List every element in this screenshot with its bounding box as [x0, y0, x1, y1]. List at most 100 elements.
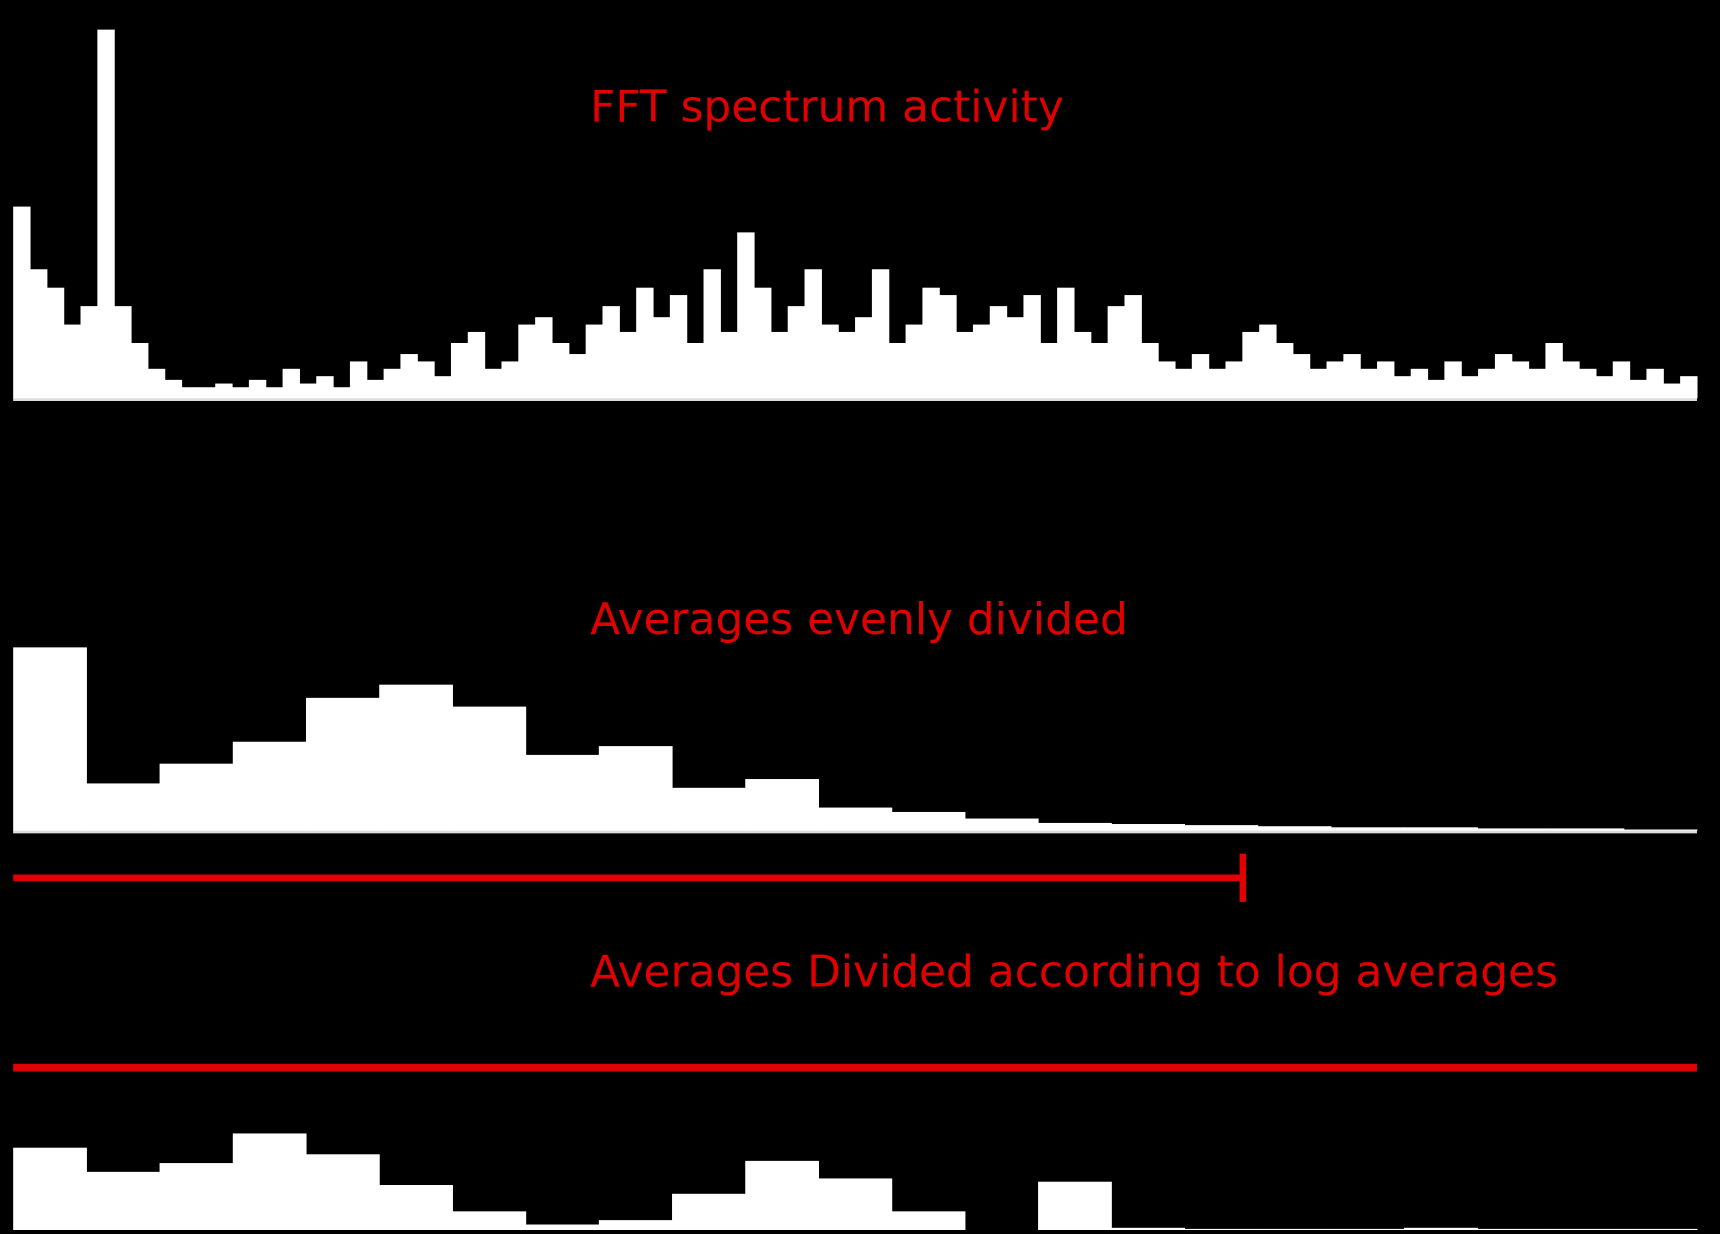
- bar: [1038, 1181, 1112, 1230]
- bar: [956, 331, 974, 399]
- bar: [905, 324, 923, 399]
- bar: [299, 383, 317, 399]
- bar: [1528, 368, 1546, 399]
- bar: [1184, 825, 1259, 831]
- bar: [1040, 342, 1058, 399]
- bar: [585, 324, 604, 399]
- bar: [97, 29, 115, 399]
- bar: [1477, 1228, 1552, 1230]
- bar: [1579, 368, 1597, 399]
- bar: [159, 1163, 234, 1230]
- bar: [1343, 354, 1361, 399]
- bar: [1545, 342, 1563, 399]
- bar: [1612, 361, 1631, 399]
- chart-title: FFT spectrum activity: [590, 82, 1064, 133]
- bar: [939, 295, 957, 399]
- bar: [1023, 295, 1041, 399]
- bar: [452, 706, 527, 831]
- bar: [1461, 376, 1479, 399]
- bar: [745, 1160, 820, 1230]
- bar: [215, 383, 233, 399]
- bar: [1623, 1228, 1698, 1230]
- bar: [821, 324, 839, 399]
- bar: [147, 368, 166, 399]
- bar: [1550, 828, 1625, 831]
- bar: [1663, 383, 1681, 399]
- bar: [333, 387, 351, 399]
- bar: [1511, 361, 1530, 399]
- bar: [1427, 379, 1445, 399]
- bar: [787, 306, 806, 399]
- bar: [86, 1171, 161, 1230]
- bar: [114, 306, 132, 399]
- bar: [525, 1224, 600, 1230]
- bar: [1377, 361, 1395, 399]
- bar: [1124, 295, 1142, 399]
- bar: [720, 331, 738, 399]
- bar: [1646, 368, 1664, 399]
- bar: [1242, 331, 1260, 399]
- bar: [13, 1147, 87, 1230]
- bar: [891, 1211, 966, 1230]
- bar: [1595, 376, 1614, 399]
- bar: [602, 306, 620, 399]
- bar: [922, 287, 940, 399]
- bar: [1141, 342, 1159, 399]
- bar: [159, 763, 234, 831]
- bar: [636, 287, 654, 399]
- bar: [1444, 361, 1462, 399]
- bar: [703, 269, 721, 399]
- bar: [400, 354, 418, 399]
- bar: [501, 361, 519, 399]
- bar: [1680, 376, 1698, 399]
- bar: [1111, 824, 1186, 831]
- bar: [417, 361, 435, 399]
- bar: [964, 818, 1039, 831]
- bar: [1191, 354, 1210, 399]
- bar: [598, 1220, 673, 1230]
- bar: [86, 783, 161, 831]
- bar: [1478, 368, 1496, 399]
- bar: [1326, 361, 1344, 399]
- bar: [1158, 361, 1176, 399]
- bar: [379, 684, 453, 831]
- bar: [63, 324, 82, 399]
- bar: [181, 387, 199, 399]
- bar: [1073, 331, 1092, 399]
- bar: [1184, 1228, 1259, 1230]
- bar: [1404, 1227, 1478, 1230]
- bar: [770, 331, 789, 399]
- bar: [619, 331, 637, 399]
- bar: [383, 368, 401, 399]
- chart-title: Averages evenly divided: [590, 594, 1128, 645]
- bar: [989, 306, 1008, 399]
- bar: [305, 697, 380, 831]
- bar: [248, 379, 267, 399]
- bar: [804, 269, 822, 399]
- bar: [80, 306, 98, 399]
- bar: [669, 295, 688, 399]
- bar: [871, 269, 890, 399]
- bar: [198, 387, 216, 399]
- bar: [1090, 342, 1109, 399]
- bar: [737, 232, 755, 399]
- bar: [349, 361, 368, 399]
- bar: [1393, 376, 1412, 399]
- bar: [1276, 342, 1294, 399]
- bar: [745, 779, 820, 831]
- bar: [818, 1178, 893, 1230]
- bar: [1404, 827, 1478, 831]
- bar: [1225, 361, 1243, 399]
- bar: [467, 331, 486, 399]
- bar: [568, 354, 587, 399]
- bar: [13, 206, 31, 399]
- bar: [1309, 368, 1328, 399]
- bar: [686, 342, 705, 399]
- bar: [672, 787, 746, 831]
- bar: [1562, 361, 1580, 399]
- bar: [46, 287, 65, 399]
- bar: [525, 754, 600, 831]
- bar: [484, 368, 503, 399]
- bar: [452, 1211, 527, 1230]
